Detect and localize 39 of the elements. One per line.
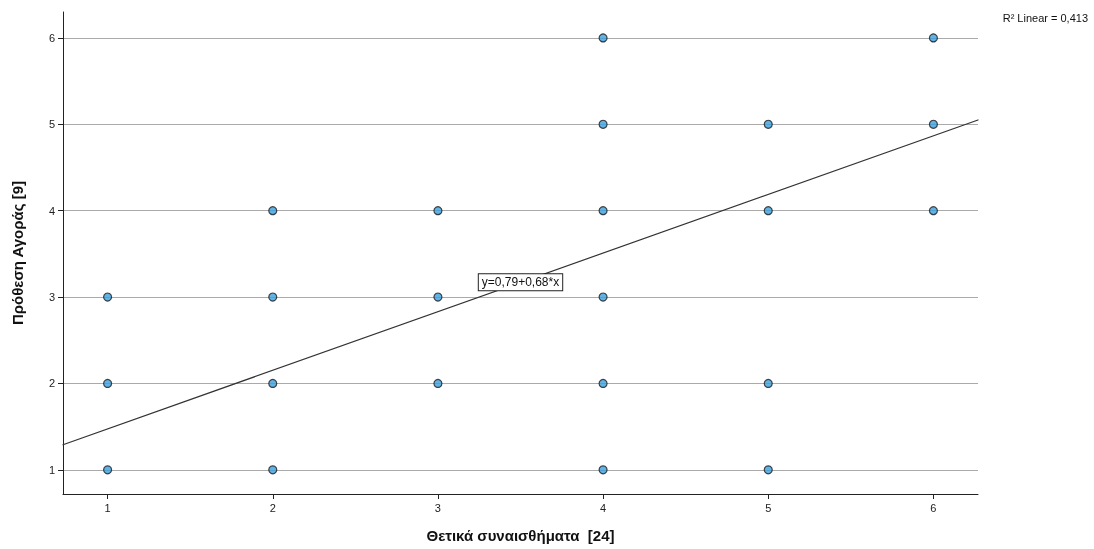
point [268, 292, 278, 302]
point [598, 292, 608, 302]
point [763, 119, 773, 129]
point [433, 206, 443, 216]
x-tick-label: 3 [434, 501, 441, 514]
point [268, 378, 278, 389]
y-tick-label: 5 [48, 118, 55, 131]
x-tick-label: 2 [269, 501, 276, 514]
y-tick-label: 2 [48, 377, 55, 390]
x-tick-label: 5 [765, 501, 772, 514]
y-axis-title: Πρόθεση Αγοράς [9] [9, 180, 26, 326]
point [928, 206, 939, 216]
annotation: y=0,79+0,68*x [481, 275, 560, 290]
point [268, 206, 278, 216]
point [598, 33, 608, 43]
point [433, 378, 443, 389]
point [763, 465, 773, 475]
x-tick-label: 1 [104, 501, 111, 514]
y-tick-label: 6 [48, 31, 55, 44]
x-axis-title: Θετικά συναισθήματα [24] [426, 527, 615, 544]
point [763, 206, 773, 216]
text: R² Linear = 0,413 [1002, 11, 1089, 24]
point [763, 378, 773, 389]
point [268, 465, 278, 475]
x-tick-label: 4 [600, 501, 607, 514]
point [103, 378, 113, 389]
point [928, 119, 939, 129]
point [928, 33, 939, 43]
point [103, 465, 113, 475]
point [598, 119, 608, 129]
point [433, 292, 443, 302]
y-tick-label: 3 [48, 291, 55, 304]
point [598, 206, 608, 216]
x-tick-label: 6 [930, 501, 937, 514]
point [103, 292, 113, 302]
y-tick-label: 4 [48, 204, 55, 217]
y-tick-label: 1 [48, 463, 55, 476]
point [598, 465, 608, 475]
point [598, 378, 608, 389]
